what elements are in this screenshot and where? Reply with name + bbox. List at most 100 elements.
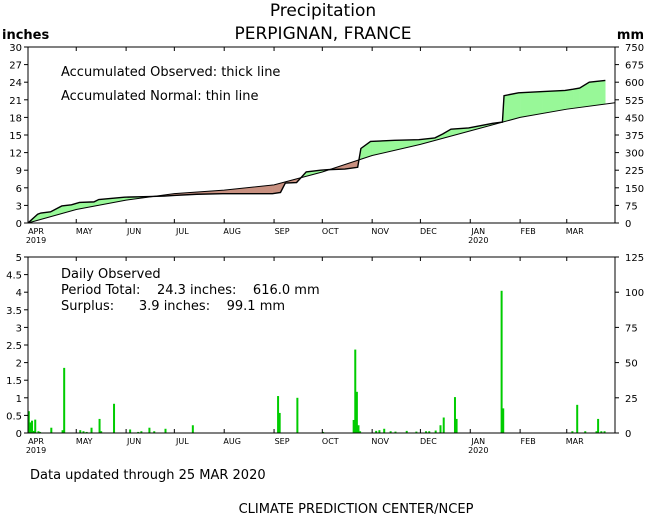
daily-bar [595, 431, 598, 433]
month-label: JAN [470, 437, 485, 446]
year-label: 2020 [468, 446, 488, 455]
left-y-tick-label: 12 [9, 149, 22, 160]
surplus-area [566, 89, 574, 110]
daily-bar [277, 396, 280, 433]
surplus-area [564, 89, 567, 110]
surplus-area [579, 81, 590, 108]
right-y-tick-label: 450 [625, 113, 644, 124]
daily-left-y-tick-label: 3.5 [6, 306, 22, 317]
daily-bar [383, 428, 386, 433]
month-label: APR [28, 227, 44, 236]
right-y-tick-label: 300 [625, 149, 644, 160]
data-updated-text: Data updated through 25 MAR 2020 [30, 468, 266, 483]
daily-left-y-tick-label: 1 [16, 394, 22, 405]
daily-bar [357, 425, 360, 433]
month-label: DEC [420, 437, 437, 446]
surplus-area [572, 87, 580, 109]
daily-bar [502, 408, 505, 433]
daily-left-y-tick-label: 2.5 [6, 341, 22, 352]
accumulated-observed-note: Accumulated Observed: thick line [61, 65, 280, 80]
daily-bar [394, 431, 397, 433]
left-y-tick-label: 21 [9, 96, 22, 107]
daily-left-y-tick-label: 3 [16, 323, 22, 334]
daily-bar [571, 431, 574, 433]
month-label: JUN [126, 437, 141, 446]
accumulated-panel: 0369121518212427300751502253003754505256… [9, 43, 644, 245]
month-label: FEB [521, 437, 536, 446]
daily-bar-group [27, 290, 606, 433]
right-y-tick-label: 225 [625, 166, 644, 177]
daily-bar [322, 431, 325, 433]
right-y-tick-label: 0 [625, 219, 631, 230]
accumulated-axes: 0369121518212427300751502253003754505256… [9, 43, 644, 245]
daily-right-y-tick-label: 0 [625, 429, 631, 440]
daily-bar [355, 391, 358, 433]
daily-left-y-tick-label: 1.5 [6, 376, 22, 387]
daily-bar [389, 431, 392, 433]
daily-right-y-tick-label: 100 [625, 288, 644, 299]
left-y-tick-label: 15 [9, 131, 22, 142]
daily-bar [455, 418, 458, 433]
daily-bar [27, 411, 30, 433]
month-label: APR [28, 437, 44, 446]
daily-bar [439, 425, 442, 433]
daily-bar [603, 431, 606, 433]
right-unit-label: mm [617, 28, 644, 43]
daily-bar [278, 412, 281, 433]
daily-bar [434, 430, 437, 433]
month-label: FEB [521, 227, 536, 236]
daily-bar [296, 397, 299, 433]
year-label: 2019 [26, 446, 46, 455]
daily-bar [37, 431, 40, 433]
daily-left-y-tick-label: 4.5 [6, 271, 22, 282]
daily-observed-title: Daily Observed [61, 267, 161, 282]
daily-bar [79, 430, 82, 433]
left-y-tick-label: 24 [9, 78, 22, 89]
surplus-area [370, 141, 373, 157]
daily-bar [597, 418, 600, 433]
daily-bar [140, 431, 143, 433]
surplus-area [589, 80, 606, 107]
right-y-tick-label: 750 [625, 43, 644, 54]
right-y-tick-label: 675 [625, 61, 644, 72]
daily-bar [500, 290, 503, 433]
left-y-tick-label: 3 [16, 201, 22, 212]
daily-bar [191, 425, 194, 433]
daily-bar [61, 430, 64, 433]
month-label: NOV [371, 437, 389, 446]
surplus-text: Surplus: 3.9 inches: 99.1 mm [61, 299, 285, 314]
left-y-tick-label: 30 [9, 43, 22, 54]
daily-right-y-tick-label: 25 [625, 394, 638, 405]
month-label: SEP [275, 437, 290, 446]
daily-left-y-tick-label: 2 [16, 359, 22, 370]
month-label: MAY [76, 437, 93, 446]
left-y-tick-label: 27 [9, 61, 22, 72]
month-label: OCT [322, 437, 339, 446]
daily-bar [584, 431, 587, 433]
daily-bar [148, 427, 151, 433]
surplus-area [503, 92, 519, 123]
month-label: AUG [223, 437, 241, 446]
deficit-area [272, 184, 275, 194]
daily-bar [29, 422, 32, 433]
left-unit-label: inches [2, 28, 49, 43]
daily-bar [453, 397, 456, 433]
month-label: NOV [371, 227, 389, 236]
daily-bar [425, 431, 428, 433]
month-label: JAN [470, 227, 485, 236]
daily-bar [378, 430, 381, 433]
period-total-text: Period Total: 24.3 inches: 616.0 mm [61, 283, 320, 298]
daily-bar [153, 431, 156, 433]
daily-bar [113, 403, 116, 433]
daily-axes: 00.511.522.533.544.550255075100125APR201… [6, 253, 644, 455]
daily-bar [32, 430, 35, 433]
month-label: JUL [175, 437, 189, 446]
daily-bar [428, 431, 431, 433]
accumulated-normal-line [27, 102, 616, 224]
month-label: JUL [175, 227, 189, 236]
daily-bar [352, 419, 355, 433]
daily-bar [98, 418, 101, 433]
daily-bar [34, 419, 37, 433]
daily-right-y-tick-label: 125 [625, 253, 644, 264]
